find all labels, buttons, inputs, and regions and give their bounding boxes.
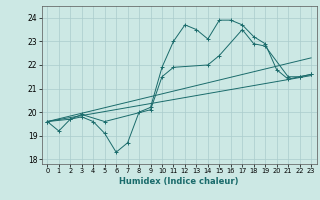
- X-axis label: Humidex (Indice chaleur): Humidex (Indice chaleur): [119, 177, 239, 186]
